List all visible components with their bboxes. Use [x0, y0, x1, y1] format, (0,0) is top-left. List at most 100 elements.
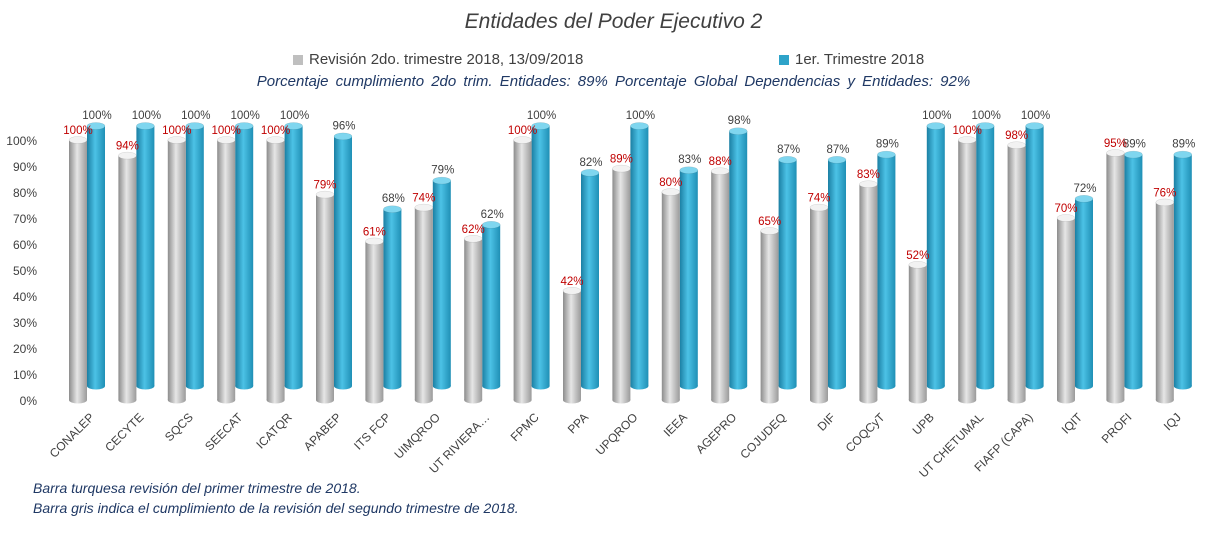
value-label-blue: 79%	[431, 165, 454, 177]
bar-gray	[908, 261, 928, 404]
bar-blue	[234, 122, 254, 390]
value-label-blue: 68%	[382, 193, 405, 205]
bar-gray	[315, 190, 335, 404]
bar-gray	[118, 151, 137, 404]
bar-blue	[1173, 150, 1193, 390]
value-label-gray: 94%	[116, 141, 139, 153]
value-label-blue: 98%	[728, 115, 751, 127]
bar-blue	[1074, 195, 1094, 390]
bar-gray	[463, 235, 483, 404]
y-axis: 0% 10% 20% 30% 40% 50% 60% 70% 80% 90% 100%	[6, 134, 37, 408]
value-label-gray: 100%	[508, 125, 537, 137]
y-tick-label: 10%	[13, 368, 37, 382]
y-tick-label: 40%	[13, 290, 37, 304]
bar-blue	[1124, 150, 1143, 390]
value-label-gray: 74%	[807, 193, 830, 205]
value-label-blue: 100%	[230, 110, 259, 122]
bar-gray	[68, 136, 88, 404]
bar-blue	[383, 205, 402, 390]
bar-gray	[216, 136, 236, 404]
footnotes: Barra turquesa revisión del primer trime…	[33, 478, 519, 518]
category-label: SEECAT	[202, 410, 246, 454]
category-label: ICATQR	[253, 410, 295, 452]
value-label-gray: 98%	[1005, 130, 1028, 142]
bar-gray	[710, 167, 730, 404]
category-label: DIF	[815, 410, 839, 434]
bar-gray	[859, 180, 878, 404]
legend-swatch-blue	[779, 54, 789, 65]
bar-gray	[661, 188, 681, 404]
bar-blue	[1025, 122, 1044, 390]
bar-gray	[760, 227, 779, 404]
value-label-blue: 100%	[132, 110, 161, 122]
value-label-blue: 89%	[1123, 139, 1146, 151]
value-label-blue: 100%	[626, 110, 655, 122]
bar-gray	[612, 164, 631, 404]
bar-gray	[1056, 214, 1076, 404]
y-tick-label: 60%	[13, 238, 37, 252]
value-label-gray: 76%	[1153, 187, 1176, 199]
y-tick-label: 100%	[6, 134, 37, 148]
bar-gray	[167, 136, 187, 404]
y-tick-label: 50%	[13, 264, 37, 278]
bar-gray	[1106, 149, 1125, 404]
category-label: SQCS	[162, 410, 196, 444]
bar-blue	[679, 166, 699, 390]
footnote-turquoise: Barra turquesa revisión del primer trime…	[33, 480, 361, 496]
category-label: COQCyT	[843, 410, 888, 455]
bar-blue	[926, 122, 946, 390]
bar-blue	[432, 176, 452, 390]
value-label-blue: 100%	[971, 110, 1000, 122]
value-label-gray: 89%	[610, 154, 633, 166]
value-label-gray: 100%	[261, 125, 290, 137]
value-label-gray: 95%	[1104, 138, 1127, 150]
bar-gray	[414, 203, 434, 404]
category-label: IEEA	[661, 410, 690, 439]
bar-gray	[1007, 141, 1026, 404]
value-label-blue: 100%	[527, 110, 556, 122]
value-label-gray: 100%	[211, 125, 240, 137]
category-label: PROFI	[1099, 410, 1135, 446]
value-label-blue: 96%	[332, 120, 355, 132]
category-labels: CONALEP CECYTE SQCS SEECAT ICATQR APABEP ITS F…	[47, 410, 1184, 481]
value-labels: 100%100%100%94%100%100%100%100%100%100% 9…	[63, 110, 1195, 288]
bar-blue	[185, 122, 205, 390]
category-label: IQIT	[1059, 410, 1086, 437]
bar-blue	[975, 122, 995, 390]
value-label-blue: 100%	[1021, 110, 1050, 122]
category-label: UIMQROO	[392, 410, 443, 461]
value-label-gray: 83%	[857, 169, 880, 181]
bar-blue	[284, 122, 303, 390]
category-label: IQJ	[1161, 410, 1184, 433]
value-label-gray: 70%	[1054, 203, 1077, 215]
category-label: CECYTE	[102, 410, 146, 454]
value-label-blue: 83%	[678, 154, 701, 166]
bar-gray	[266, 136, 285, 404]
chart-title: Entidades del Poder Ejecutivo 2	[464, 10, 763, 33]
bar-gray	[562, 287, 582, 404]
y-tick-label: 30%	[13, 316, 37, 330]
bar-gray	[1155, 198, 1175, 404]
value-label-gray: 80%	[659, 177, 682, 189]
bar-blue	[728, 127, 748, 390]
value-label-gray: 74%	[412, 193, 435, 205]
bar-blue	[136, 122, 155, 390]
summary-percentages: Porcentaje cumplimiento 2do trim. Entida…	[256, 73, 971, 90]
bar-blue	[333, 132, 353, 390]
category-label: CONALEP	[47, 410, 97, 460]
bar-blue	[630, 122, 649, 390]
value-label-gray: 61%	[363, 226, 386, 238]
bar-blue	[481, 221, 501, 390]
value-label-blue: 82%	[579, 157, 602, 169]
bar-gray	[957, 136, 977, 404]
bars	[68, 122, 1193, 404]
category-label: COJUDEQ	[737, 410, 788, 461]
bar-blue	[531, 122, 550, 390]
y-tick-label: 70%	[13, 212, 37, 226]
category-label: PPA	[565, 410, 591, 436]
category-label: AGEPRO	[693, 410, 739, 456]
value-label-blue: 72%	[1073, 183, 1096, 195]
value-label-blue: 100%	[181, 110, 210, 122]
legend-label-gray: Revisión 2do. trimestre 2018, 13/09/2018	[309, 51, 584, 68]
footnote-gray: Barra gris indica el cumplimiento de la …	[33, 500, 519, 516]
